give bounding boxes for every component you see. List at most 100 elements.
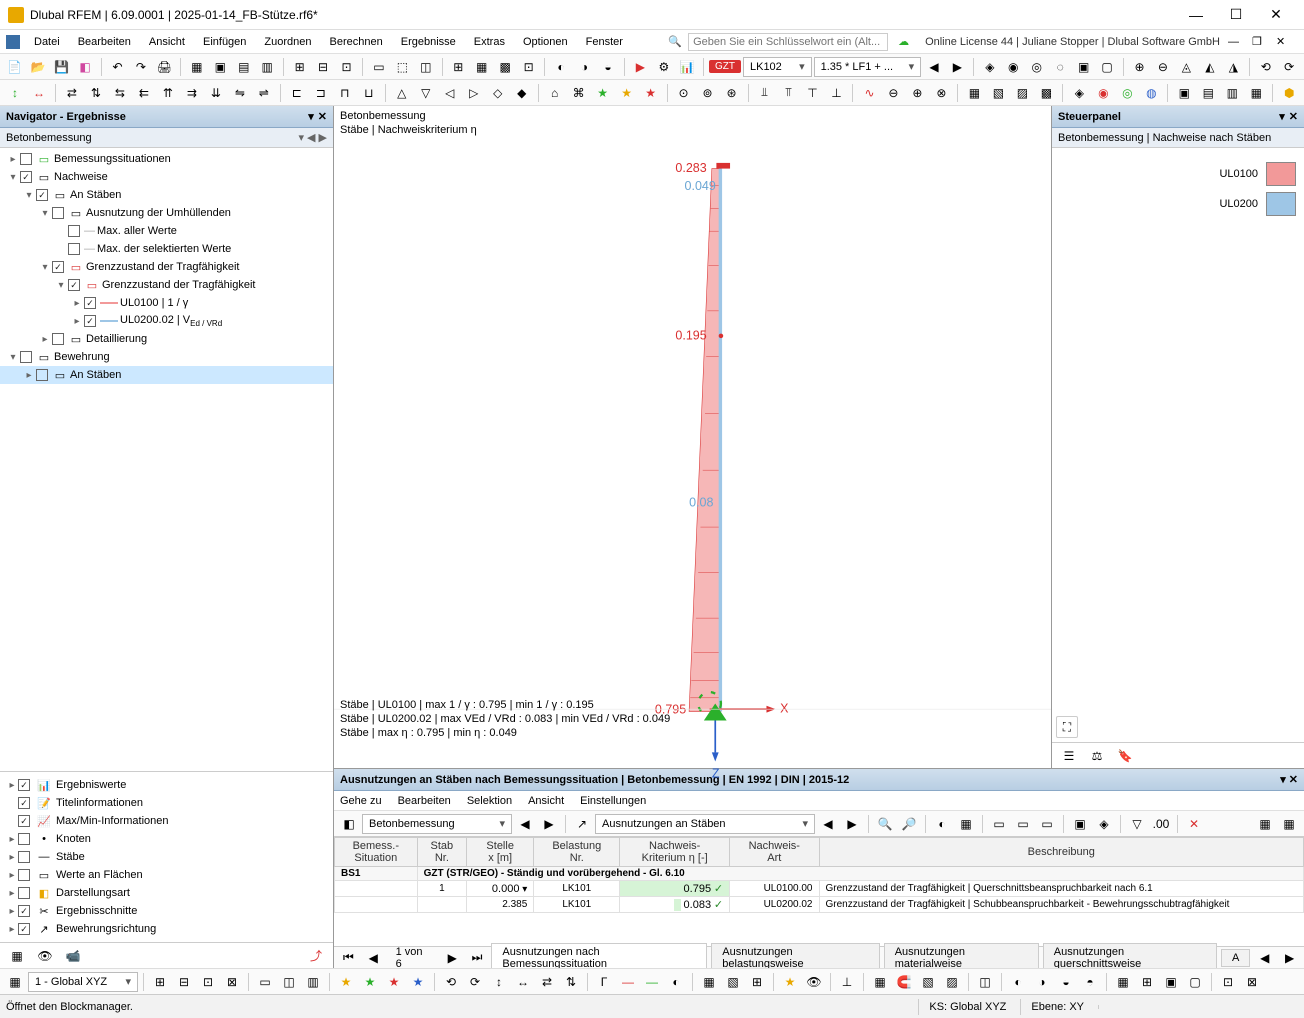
tb-icon[interactable]: ◐ [931, 813, 953, 835]
table-group-row[interactable]: BS1 GZT (STR/GEO) - Ständig und vorüberg… [335, 867, 1304, 881]
tb-icon[interactable]: ★ [359, 971, 381, 993]
tb-icon[interactable]: ◈ [979, 56, 1000, 78]
tb-icon[interactable]: 🧲 [893, 971, 915, 993]
tb-icon[interactable]: ▧ [917, 971, 939, 993]
tb-icon[interactable]: ⇄ [61, 82, 83, 104]
tb-icon[interactable]: ∿ [858, 82, 880, 104]
viewport-3d[interactable]: Betonbemessung Stäbe | Nachweiskriterium… [334, 106, 1052, 768]
tb-icon[interactable]: ⟳ [464, 971, 486, 993]
scale-icon[interactable]: ⚖ [1086, 745, 1108, 767]
next-icon[interactable]: ▶ [841, 813, 863, 835]
opt-knoten[interactable]: ▸•Knoten [0, 830, 333, 848]
type-icon[interactable]: ↗ [571, 813, 593, 835]
tb-icon[interactable]: ⊤ [802, 82, 824, 104]
tree-an-staben[interactable]: ▾▭An Stäben [0, 186, 333, 204]
tb-icon[interactable]: ⊠ [1241, 971, 1263, 993]
tb-icon[interactable]: ◬ [1176, 56, 1197, 78]
tb-icon[interactable]: ◇ [487, 82, 509, 104]
navigator-dropdown[interactable]: Betonbemessung ▾ ◀ ▶ [0, 128, 333, 148]
tb-icon[interactable]: 👁 [803, 971, 825, 993]
tb-icon[interactable]: ⊠ [221, 971, 243, 993]
results-dd2[interactable]: Ausnutzungen an Stäben▾ [595, 814, 815, 834]
tree-ul0200[interactable]: ▸UL0200.02 | VEd / VRd [0, 312, 333, 330]
tb-icon[interactable]: ▽ [1126, 813, 1148, 835]
tb-icon[interactable]: ▤ [1197, 82, 1219, 104]
tb-icon[interactable]: ▢ [1096, 56, 1117, 78]
undo-icon[interactable]: ↶ [107, 56, 128, 78]
tb-icon[interactable]: — [617, 971, 639, 993]
tb-icon[interactable]: ▧ [722, 971, 744, 993]
tb-icon[interactable]: ◉ [1092, 82, 1114, 104]
tb-icon[interactable]: ⇅ [560, 971, 582, 993]
close-button[interactable]: ✕ [1256, 1, 1296, 29]
tb-icon[interactable]: ◒ [597, 56, 618, 78]
tb-icon[interactable]: ◌ [1049, 56, 1070, 78]
pin-icon[interactable]: ▾ [308, 110, 314, 123]
tree-max-aller[interactable]: —Max. aller Werte [0, 222, 333, 240]
scroll-left-icon[interactable]: ◀ [1254, 947, 1275, 969]
tb-icon[interactable]: ⊖ [1152, 56, 1173, 78]
tb-icon[interactable]: ▥ [1221, 82, 1243, 104]
tb-icon[interactable]: ◮ [1223, 56, 1244, 78]
tb-icon[interactable]: ▦ [869, 971, 891, 993]
tb-icon[interactable]: ◐ [665, 971, 687, 993]
opt-maxmin[interactable]: 📈Max/Min-Informationen [0, 812, 333, 830]
tb-icon[interactable]: ▭ [988, 813, 1010, 835]
tb-icon[interactable]: ▣ [210, 56, 231, 78]
tb-icon[interactable]: ▭ [368, 56, 389, 78]
first-page-icon[interactable]: ⏮ [338, 947, 359, 969]
tree-bewehrung[interactable]: ▾▭Bewehrung [0, 348, 333, 366]
tb-icon[interactable]: ◐ [1007, 971, 1029, 993]
tree-nachweise[interactable]: ▾▭Nachweise [0, 168, 333, 186]
tb-icon[interactable]: ⊗ [930, 82, 952, 104]
workspace-dropdown[interactable]: 1 - Global XYZ▾ [28, 972, 138, 992]
tb-icon[interactable]: ▣ [1073, 56, 1094, 78]
tb-icon[interactable]: ⫪ [778, 82, 800, 104]
rm-ansicht[interactable]: Ansicht [528, 795, 564, 807]
pin-icon[interactable]: ▾ [1279, 110, 1285, 123]
print-icon[interactable]: 🖨 [154, 56, 175, 78]
tb-icon[interactable]: ⊏ [286, 82, 308, 104]
tb-icon[interactable]: ⊛ [721, 82, 743, 104]
tb-icon[interactable]: ⊕ [1129, 56, 1150, 78]
nav-next-icon[interactable]: ▶ [947, 56, 968, 78]
tb-icon[interactable]: ★ [407, 971, 429, 993]
tb-icon[interactable]: ⊓ [334, 82, 356, 104]
prev-icon[interactable]: ◀ [817, 813, 839, 835]
save-icon[interactable]: 💾 [51, 56, 72, 78]
tb-icon[interactable]: ▦ [186, 56, 207, 78]
rm-bearbeiten[interactable]: Bearbeiten [398, 795, 451, 807]
tb-icon[interactable]: ★ [779, 971, 801, 993]
tab-video-icon[interactable]: 📹 [62, 945, 84, 967]
mdi-restore[interactable]: ❐ [1252, 35, 1274, 48]
tb-icon[interactable]: ⬢ [1278, 82, 1300, 104]
tb-icon[interactable]: ◈ [1093, 813, 1115, 835]
mdi-close[interactable]: ✕ [1276, 35, 1298, 48]
opt-ergebniswerte[interactable]: ▸📊Ergebniswerte [0, 776, 333, 794]
tb-icon[interactable]: ✕ [1183, 813, 1205, 835]
tb-icon[interactable]: ↔ [512, 971, 534, 993]
tb-icon[interactable]: ▣ [1160, 971, 1182, 993]
next-icon[interactable]: ▶ [538, 813, 560, 835]
tb-icon[interactable]: ⊙ [673, 82, 695, 104]
tree-ul0100[interactable]: ▸UL0100 | 1 / γ [0, 294, 333, 312]
tb-icon[interactable]: ▥ [302, 971, 324, 993]
tb-icon[interactable]: ▣ [1069, 813, 1091, 835]
tb-icon[interactable]: ▥ [256, 56, 277, 78]
opt-flaechen[interactable]: ▸▭Werte an Flächen [0, 866, 333, 884]
tb-icon[interactable]: ⊥ [826, 82, 848, 104]
tb-icon[interactable]: ◒ [1055, 971, 1077, 993]
tree-gzt1[interactable]: ▾▭Grenzzustand der Tragfähigkeit [0, 258, 333, 276]
open-icon[interactable]: 📂 [27, 56, 48, 78]
menu-ergebnisse[interactable]: Ergebnisse [393, 33, 464, 51]
tb-icon[interactable]: ⟲ [440, 971, 462, 993]
tb-icon[interactable]: ⇌ [253, 82, 275, 104]
tb-icon[interactable]: ◆ [511, 82, 533, 104]
tab-data-icon[interactable]: ▦ [6, 945, 28, 967]
tree-gzt2[interactable]: ▾▭Grenzzustand der Tragfähigkeit [0, 276, 333, 294]
tb-icon[interactable]: ◑ [1031, 971, 1053, 993]
menu-ansicht[interactable]: Ansicht [141, 33, 193, 51]
tb-icon[interactable]: ◫ [278, 971, 300, 993]
rm-selektion[interactable]: Selektion [467, 795, 512, 807]
tab-a[interactable]: A [1221, 949, 1250, 967]
